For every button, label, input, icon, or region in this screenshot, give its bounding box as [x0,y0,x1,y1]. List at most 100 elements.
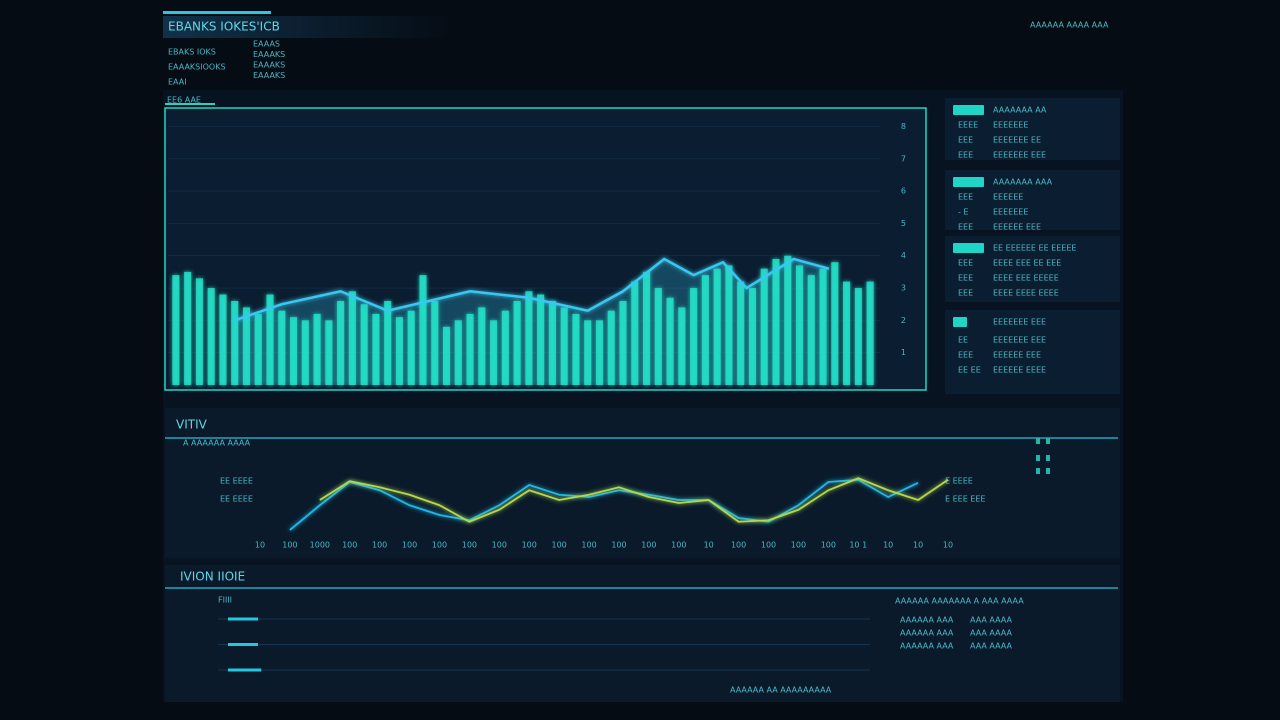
area-line [234,257,830,322]
x-tick-label: 100 [342,541,357,550]
card-row-text: EEEEEEE [993,208,1028,217]
header-sub-text: EAAI [168,78,187,87]
bar [772,258,780,385]
card-row-text: EEEE [958,121,978,130]
progress-bar [228,643,258,646]
x-tick-label: 100 [432,541,447,550]
bar [313,313,321,385]
x-tick-label: 100 [611,541,626,550]
bar [760,268,768,385]
x-tick-label: 100 [522,541,537,550]
bar [807,275,815,385]
x-tick-label: 10 [913,541,923,550]
icon [1046,438,1050,444]
bar [254,313,262,385]
icon [1036,468,1040,474]
bar [713,268,721,385]
x-tick-label: 100 [462,541,477,550]
bar [419,275,427,385]
card-row-text: EEE [958,351,973,360]
x-tick-label: 1000 [310,541,330,550]
bar [737,281,745,385]
bar [231,300,239,385]
header-accent [163,11,271,14]
bar [207,288,215,385]
icon [1036,455,1040,461]
bar [748,288,756,385]
header-bar [163,16,453,38]
card-row-text: EEEEEEE EEE [993,336,1046,345]
bar [513,300,521,385]
bar [325,320,333,385]
header-sub-text: EAAAKS [253,50,285,59]
bars [172,255,874,385]
x-tick-label: 100 [671,541,686,550]
card-row-text: EEEE EEE EE EEE [993,259,1061,268]
bar [643,271,651,385]
card-row-text: EEE [958,136,973,145]
card-row-text: EEEEEEE EEE [993,151,1046,160]
bar [654,288,662,385]
y-tick-label: 8 [901,122,906,131]
bottom-row-text: AAA AAAA [970,629,1012,638]
card-row-text: EEEEEEE [993,121,1028,130]
card-row-text: EEE [958,274,973,283]
bar [454,320,462,385]
bar [525,291,533,385]
bar [431,300,439,385]
bar [195,278,203,385]
card-row-text: EEE [958,289,973,298]
card-row-text: EEE [958,223,973,232]
x-tick-label: 100 [581,541,596,550]
card-chip [953,243,984,253]
x-tick-label: 100 [761,541,776,550]
bar [584,320,592,385]
header-sub-text: EAAAKS [253,71,285,80]
header-title: EBANKS IOKES'ICB [168,20,280,34]
card-chip [953,317,967,327]
y-tick-label: 1 [901,348,906,357]
x-tick-label: 100 [551,541,566,550]
bar [360,304,368,385]
icon [1046,455,1050,461]
bar [219,294,227,385]
legend-label: E EEE EEE [945,495,985,504]
bar [631,281,639,385]
card-row-text: EEEEEEE EE [993,136,1041,145]
bar [478,307,486,385]
bar [595,320,604,385]
bottom-row-text: AAA AAAA [970,642,1012,651]
bottom-row-text: AAAAAA AAA [900,642,954,651]
card-row-text: EE [958,336,968,345]
card-heading: AAAAAAA AAA [993,178,1053,187]
bar [607,310,615,385]
x-tick-label: 100 [282,541,297,550]
bar [678,307,686,385]
card-row-text: EEE [958,259,973,268]
panel-tab [165,103,215,105]
bar [572,313,580,385]
card-heading: EEEEEEE EEE [993,318,1046,327]
card-row-text: - E [958,208,968,217]
bar [854,288,862,385]
card-row-text: EEEEEE EEEE [993,366,1046,375]
bar [819,268,827,385]
bar [395,317,403,385]
card-row-text: EE EE [958,366,981,375]
bottom-panel-title: IVION IIOIE [180,570,245,584]
icons [1036,438,1050,474]
bar-panel-label: EE6 AAE [167,96,201,105]
progress-bar [228,668,262,672]
line-panel-title: VITIV [176,418,208,432]
line-panel-subtitle: A AAAAAA AAAA [183,439,251,448]
bar [795,265,804,385]
bar [619,300,627,385]
bar [407,310,415,385]
x-tick-label: 100 [492,541,507,550]
bar [290,317,298,385]
x-tick-label: 10 [883,541,893,550]
bar [560,307,568,385]
bar [242,307,251,385]
card-heading: AAAAAAA AA [993,106,1047,115]
